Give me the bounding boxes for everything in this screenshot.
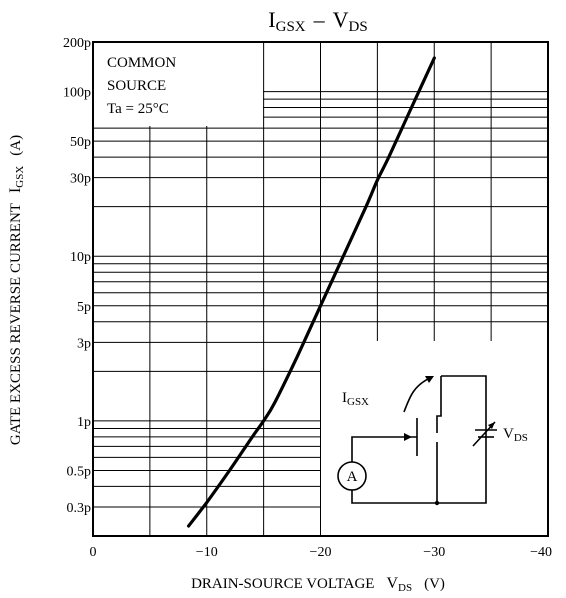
plot-frame	[92, 41, 549, 537]
annotation-background	[93, 42, 263, 126]
y-axis-label: GATE EXCESS REVERSE CURRENTIGSX(A)	[7, 135, 26, 445]
y-tick-label: 10p	[70, 250, 91, 265]
annotation-line-2: SOURCE	[107, 78, 166, 94]
circuit-node	[434, 500, 440, 506]
y-tick-label: 3p	[77, 336, 91, 351]
annotation-line-1: COMMON	[107, 55, 176, 71]
ammeter-label: A	[347, 469, 358, 485]
x-tick-label: −30	[423, 545, 445, 560]
y-tick-label: 50p	[70, 135, 91, 150]
y-tick-label: 200p	[63, 36, 91, 51]
y-tick-labels: 200p 100p 50p 30p 10p 5p 3p 1p 0.5p 0.3p	[63, 36, 91, 516]
x-tick-label: −10	[196, 545, 218, 560]
inset-voltage-label: VDS	[503, 426, 528, 444]
circuit-wires	[351, 375, 487, 504]
x-tick-label: −40	[530, 545, 552, 560]
series-line	[187, 56, 436, 528]
y-tick-label: 1p	[77, 415, 91, 430]
x-tick-labels: 0 −10 −20 −30 −40	[90, 545, 553, 560]
data-curve	[187, 56, 436, 528]
gate-arrow	[404, 433, 412, 441]
y-tick-label: 30p	[70, 172, 91, 187]
current-arrowhead-icon	[425, 376, 434, 383]
y-tick-label: 0.3p	[67, 501, 92, 516]
inset-current-label: IGSX	[342, 390, 369, 408]
conditions-annotation: COMMON SOURCE Ta = 25°C	[93, 42, 263, 126]
x-axis-label: DRAIN-SOURCE VOLTAGE VDS (V)	[191, 575, 445, 594]
y-tick-label: 100p	[63, 86, 91, 101]
y-tick-label: 0.5p	[67, 464, 92, 479]
test-circuit-inset: A IGSX VDS	[321, 341, 548, 536]
x-tick-label: −20	[310, 545, 332, 560]
y-tick-label: 5p	[77, 300, 91, 315]
x-tick-label: 0	[90, 545, 97, 560]
annotation-line-3: Ta = 25°C	[107, 101, 169, 117]
variable-arrowhead-icon	[488, 422, 495, 429]
chart-title: IGSX – VDS	[268, 7, 367, 35]
ammeter-symbol	[337, 461, 367, 491]
